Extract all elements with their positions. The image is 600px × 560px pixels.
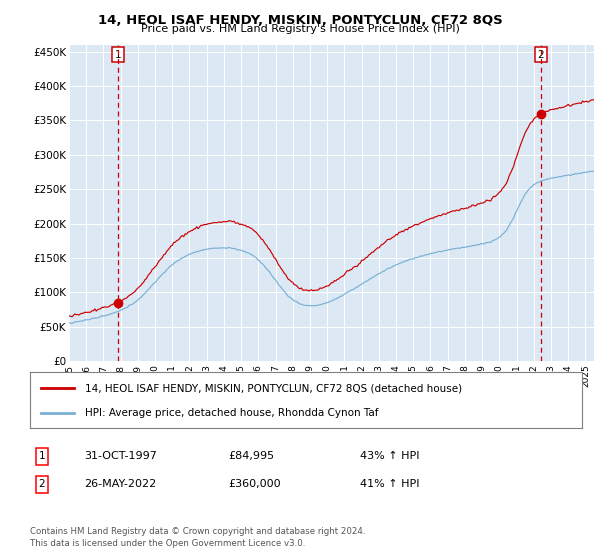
Text: HPI: Average price, detached house, Rhondda Cynon Taf: HPI: Average price, detached house, Rhon… (85, 408, 379, 418)
Text: 14, HEOL ISAF HENDY, MISKIN, PONTYCLUN, CF72 8QS: 14, HEOL ISAF HENDY, MISKIN, PONTYCLUN, … (98, 14, 502, 27)
Text: Contains HM Land Registry data © Crown copyright and database right 2024.
This d: Contains HM Land Registry data © Crown c… (30, 527, 365, 548)
Text: 41% ↑ HPI: 41% ↑ HPI (360, 479, 419, 489)
Text: 1: 1 (38, 451, 46, 461)
Text: 1: 1 (115, 49, 121, 59)
Text: 2: 2 (38, 479, 46, 489)
Text: 26-MAY-2022: 26-MAY-2022 (84, 479, 156, 489)
Text: 31-OCT-1997: 31-OCT-1997 (84, 451, 157, 461)
Text: 14, HEOL ISAF HENDY, MISKIN, PONTYCLUN, CF72 8QS (detached house): 14, HEOL ISAF HENDY, MISKIN, PONTYCLUN, … (85, 383, 463, 393)
Text: £360,000: £360,000 (228, 479, 281, 489)
Text: £84,995: £84,995 (228, 451, 274, 461)
Text: 2: 2 (538, 49, 544, 59)
Text: 43% ↑ HPI: 43% ↑ HPI (360, 451, 419, 461)
Text: Price paid vs. HM Land Registry's House Price Index (HPI): Price paid vs. HM Land Registry's House … (140, 24, 460, 34)
